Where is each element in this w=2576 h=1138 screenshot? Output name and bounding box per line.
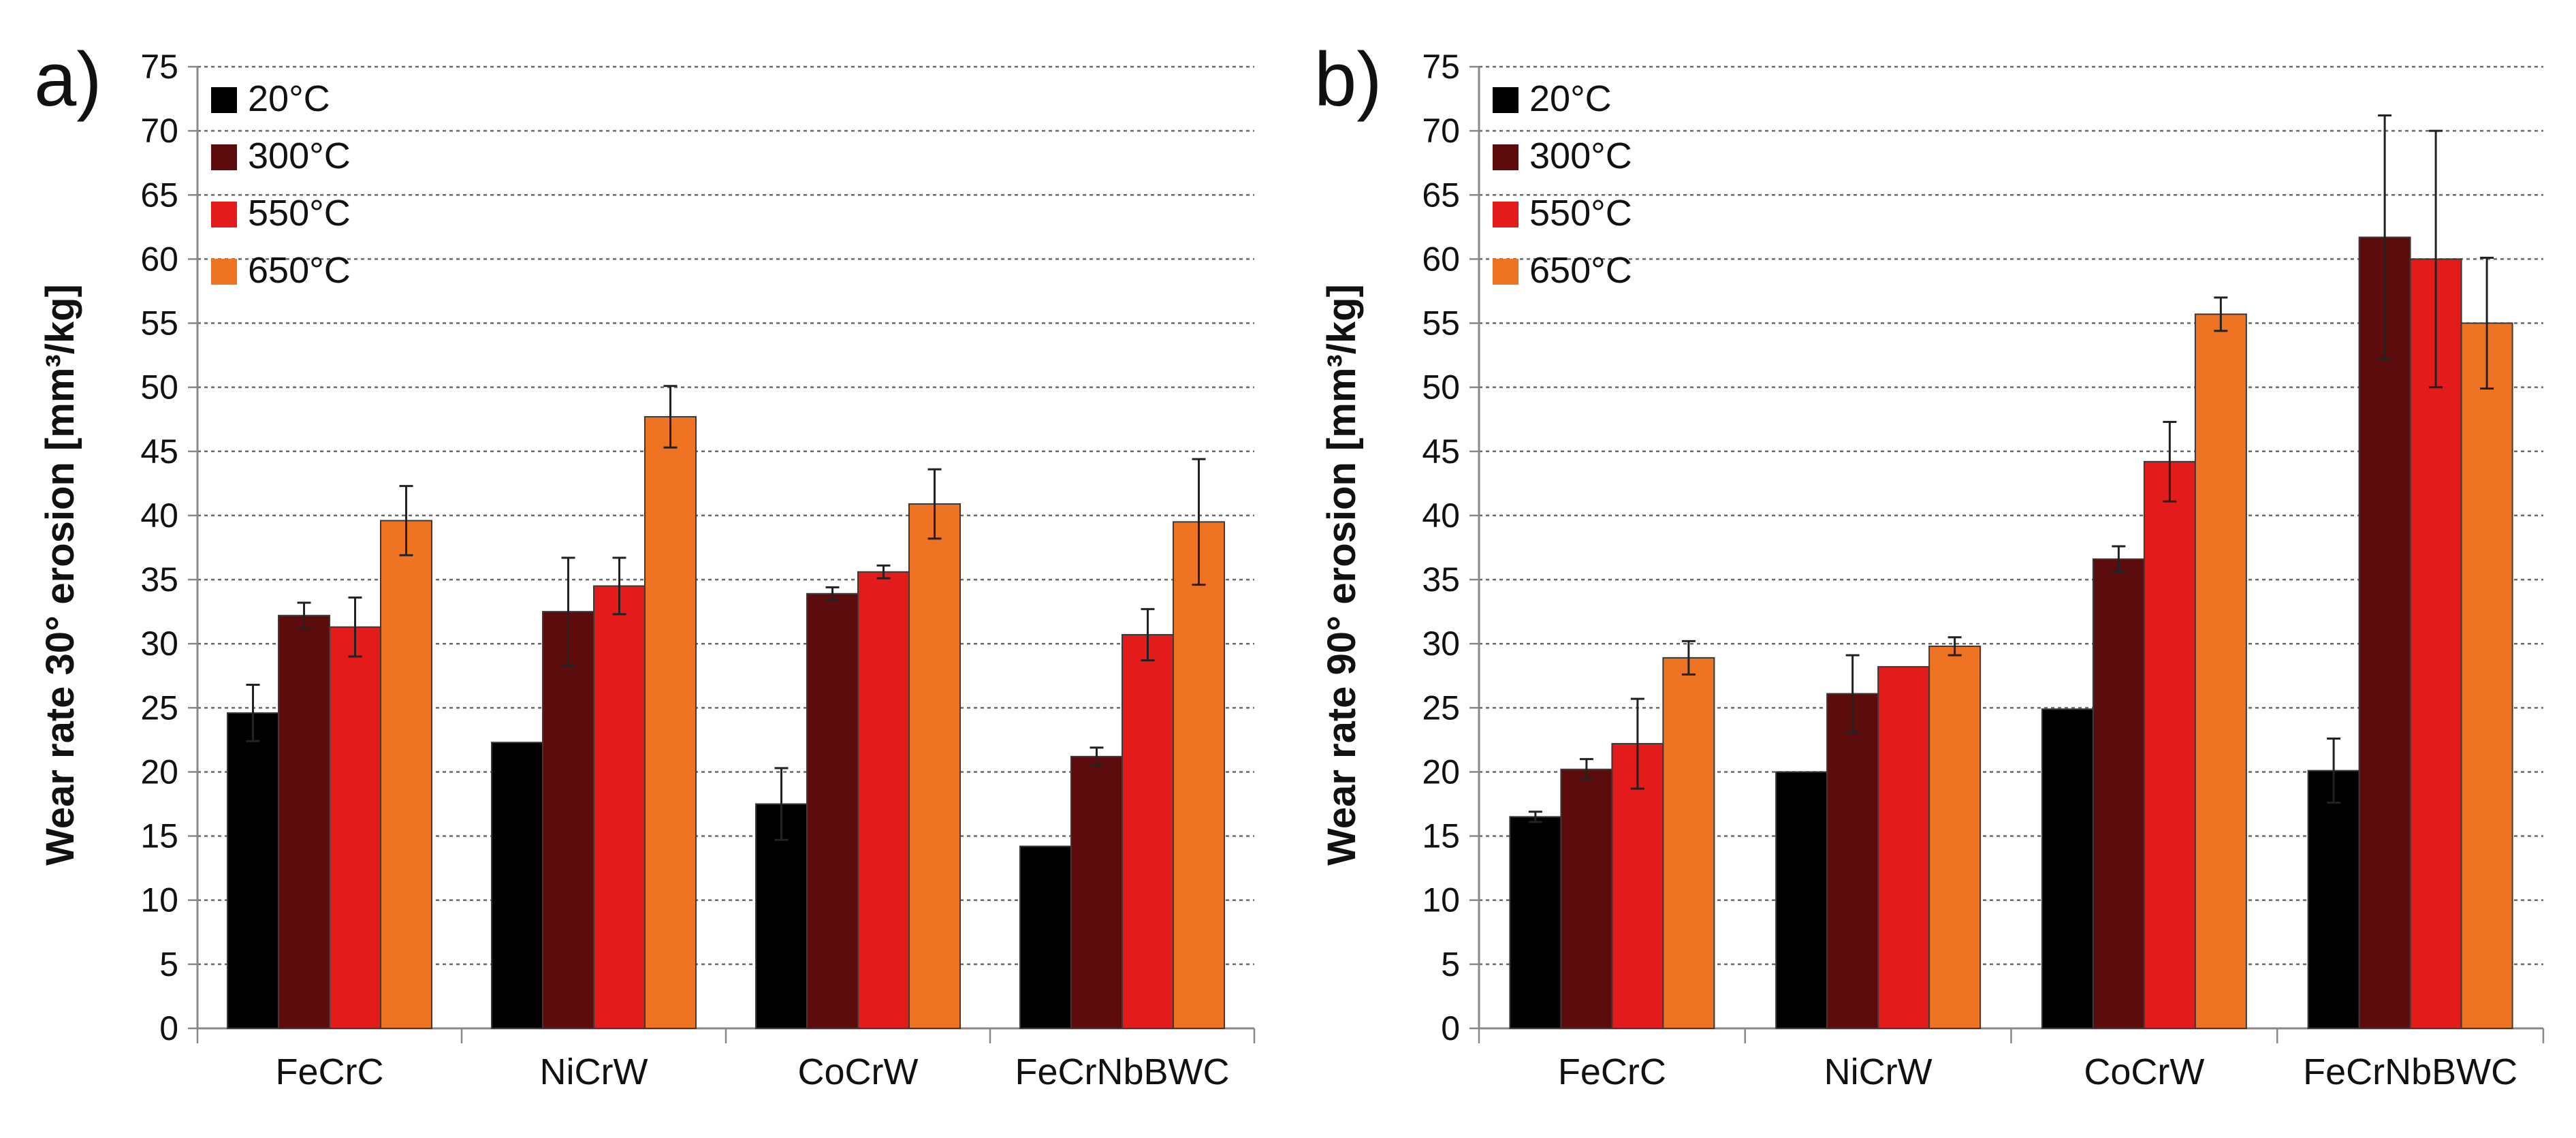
legend-swatch <box>211 144 237 170</box>
y-tick-label: 30 <box>140 625 178 663</box>
x-tick-label: NiCrW <box>1824 1052 1933 1092</box>
panel-label: b) <box>1314 37 1382 122</box>
x-tick-label: CoCrW <box>2084 1052 2204 1092</box>
panel-label: a) <box>34 37 102 122</box>
legend-swatch <box>1493 144 1518 170</box>
bar <box>755 803 808 1029</box>
bar <box>1173 521 1225 1029</box>
legend-swatch <box>1493 87 1518 113</box>
bar <box>1611 743 1664 1029</box>
x-tick-label: FeCrNbBWC <box>2303 1052 2517 1092</box>
legend-swatch <box>211 259 237 285</box>
legend-label: 300°C <box>248 136 351 176</box>
y-tick-label: 65 <box>1422 176 1460 214</box>
x-tick-label: CoCrW <box>798 1052 919 1092</box>
y-tick-label: 60 <box>1422 240 1460 278</box>
y-tick-label: 65 <box>140 176 178 214</box>
y-tick-label: 40 <box>140 496 178 535</box>
y-tick-label: 45 <box>140 432 178 471</box>
y-tick-label: 15 <box>140 817 178 855</box>
legend-swatch <box>211 202 237 227</box>
y-tick-label: 50 <box>1422 368 1460 407</box>
bar <box>1019 845 1072 1030</box>
bar <box>1560 768 1613 1029</box>
y-tick-label: 35 <box>1422 560 1460 599</box>
bar <box>1070 755 1123 1029</box>
legend-swatch <box>1493 259 1518 285</box>
y-tick-label: 70 <box>1422 112 1460 150</box>
y-tick-label: 25 <box>140 689 178 727</box>
bar <box>380 520 432 1029</box>
bar <box>908 503 961 1029</box>
y-tick-label: 10 <box>1422 881 1460 919</box>
legend-swatch <box>211 87 237 113</box>
bar <box>2194 313 2247 1030</box>
legend-label: 20°C <box>1529 78 1612 119</box>
bar <box>1826 693 1879 1030</box>
y-tick-label: 45 <box>1422 432 1460 471</box>
y-axis-title: Wear rate 90° erosion [mm³/kg] <box>1320 284 1364 866</box>
x-tick-label: FeCrC <box>1558 1052 1666 1092</box>
y-tick-label: 35 <box>140 560 178 599</box>
y-tick-label: 0 <box>1441 1009 1460 1047</box>
y-tick-label: 5 <box>1441 945 1460 983</box>
bar <box>2143 460 2196 1029</box>
bar <box>2460 322 2513 1029</box>
y-tick-label: 75 <box>140 48 178 86</box>
panel-b: 0 5 10 15 20 25 30 35 40 45 50 55 60 65 70 75 FeCrC NiCrW… <box>1314 37 2545 1092</box>
y-tick-label: 70 <box>140 112 178 150</box>
bar <box>1877 666 1930 1029</box>
bar <box>2041 708 2094 1029</box>
legend-swatch <box>1493 202 1518 227</box>
bar <box>806 592 859 1029</box>
bar <box>644 415 697 1029</box>
legend-label: 650°C <box>1529 250 1632 291</box>
y-tick-label: 55 <box>140 304 178 343</box>
bar <box>1928 645 1982 1029</box>
y-tick-label: 60 <box>140 240 178 278</box>
y-tick-label: 15 <box>1422 817 1460 855</box>
bar <box>1662 657 1715 1029</box>
bar <box>329 626 381 1029</box>
x-tick-label: NiCrW <box>540 1052 648 1092</box>
x-tick-label: FeCrNbBWC <box>1015 1052 1229 1092</box>
legend-label: 550°C <box>248 193 351 234</box>
legend-label: 20°C <box>248 78 330 119</box>
bar <box>1509 816 1562 1029</box>
bar <box>857 571 910 1029</box>
bar <box>2092 558 2145 1029</box>
bar <box>278 614 330 1029</box>
x-tick-label: FeCrC <box>276 1052 384 1092</box>
bar <box>2307 770 2360 1029</box>
legend-label: 650°C <box>248 250 351 291</box>
y-tick-label: 25 <box>1422 689 1460 727</box>
panel-a: 0 5 10 15 20 25 30 35 40 45 50 55 60 65 70 75 FeCrC NiCrW… <box>34 37 1256 1092</box>
y-tick-label: 40 <box>1422 496 1460 535</box>
y-tick-label: 55 <box>1422 304 1460 343</box>
bar <box>1122 634 1174 1029</box>
y-tick-label: 10 <box>140 881 178 919</box>
bar <box>593 585 646 1029</box>
y-axis-title: Wear rate 30° erosion [mm³/kg] <box>38 284 82 866</box>
y-tick-label: 20 <box>1422 753 1460 791</box>
bar <box>491 742 543 1029</box>
bar <box>227 712 279 1029</box>
y-tick-label: 75 <box>1422 48 1460 86</box>
legend-label: 300°C <box>1529 136 1632 176</box>
bar <box>2358 236 2411 1029</box>
y-tick-label: 5 <box>159 945 178 983</box>
y-tick-label: 20 <box>140 753 178 791</box>
y-tick-label: 50 <box>140 368 178 407</box>
bar <box>1775 771 1828 1029</box>
legend-label: 550°C <box>1529 193 1632 234</box>
y-tick-label: 0 <box>159 1009 178 1047</box>
y-tick-label: 30 <box>1422 625 1460 663</box>
bar <box>542 611 594 1029</box>
